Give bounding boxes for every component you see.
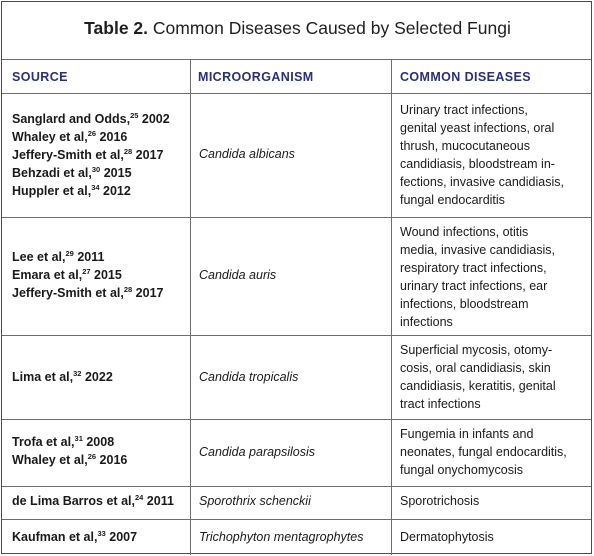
source-entry: Huppler et al,34 2012 xyxy=(12,183,131,198)
source-entry: Behzadi et al,30 2015 xyxy=(12,165,132,180)
table-row-4-sources: Trofa et al,31 2008 Whaley et al,26 2016 xyxy=(12,433,127,469)
table-row-3-diseases: Superficial mycosis, otomy- cosis, oral … xyxy=(400,343,556,411)
table-row-1-diseases: Urinary tract infections, genital yeast … xyxy=(400,103,564,207)
row-divider xyxy=(2,519,591,520)
column-header-source: SOURCE xyxy=(12,70,68,84)
header-top-rule xyxy=(2,59,591,60)
table-row-6-diseases: Dermatophytosis xyxy=(400,530,494,544)
table-row-6-sources: Kaufman et al,33 2007 xyxy=(12,528,137,546)
source-entry: Kaufman et al,33 2007 xyxy=(12,529,138,544)
table-row-2-diseases: Wound infections, otitis media, invasive… xyxy=(400,225,555,329)
row-divider xyxy=(2,217,591,218)
source-entry: Trofa et al,31 2008 xyxy=(12,434,115,449)
table-row-3-organism: Candida tropicalis xyxy=(199,370,299,384)
row-divider xyxy=(2,419,591,420)
column-header-microorganism: MICROORGANISM xyxy=(198,70,314,84)
source-entry: de Lima Barros et al,24 2011 xyxy=(12,493,174,508)
table-row-5-organism: Sporothrix schenckii xyxy=(199,494,311,508)
table-title-text: Common Diseases Caused by Selected Fungi xyxy=(148,18,511,38)
row-divider xyxy=(2,486,591,487)
source-entry: Whaley et al,26 2016 xyxy=(12,129,128,144)
table-row-6-organism: Trichophyton mentagrophytes xyxy=(199,530,364,544)
table-row-2-organism: Candida auris xyxy=(199,268,277,282)
table-title: Table 2. Common Diseases Caused by Selec… xyxy=(2,18,593,39)
column-divider xyxy=(391,60,392,555)
source-entry: Jeffery-Smith et al,28 2017 xyxy=(12,147,164,162)
table-row-3-sources: Lima et al,32 2022 xyxy=(12,368,113,386)
source-entry: Lee et al,29 2011 xyxy=(12,249,105,264)
source-entry: Jeffery-Smith et al,28 2017 xyxy=(12,285,164,300)
column-divider xyxy=(190,60,191,555)
table-row-4-diseases: Fungemia in infants and neonates, fungal… xyxy=(400,427,567,477)
table-row-5-sources: de Lima Barros et al,24 2011 xyxy=(12,492,174,510)
source-entry: Emara et al,27 2015 xyxy=(12,267,122,282)
table-row-1-organism: Candida albicans xyxy=(199,147,295,161)
source-entry: Whaley et al,26 2016 xyxy=(12,452,128,467)
row-divider xyxy=(2,335,591,336)
table-row-4-organism: Candida parapsilosis xyxy=(199,445,316,459)
column-header-common-diseases: COMMON DISEASES xyxy=(400,70,532,84)
table-row-1-sources: Sanglard and Odds,25 2002 Whaley et al,2… xyxy=(12,110,170,200)
table-row-2-sources: Lee et al,29 2011 Emara et al,27 2015 Je… xyxy=(12,248,163,302)
source-entry: Sanglard and Odds,25 2002 xyxy=(12,111,170,126)
table-row-5-diseases: Sporotrichosis xyxy=(400,494,480,508)
table-title-number: Table 2. xyxy=(84,18,149,38)
header-bottom-rule xyxy=(2,93,591,94)
source-entry: Lima et al,32 2022 xyxy=(12,369,113,384)
